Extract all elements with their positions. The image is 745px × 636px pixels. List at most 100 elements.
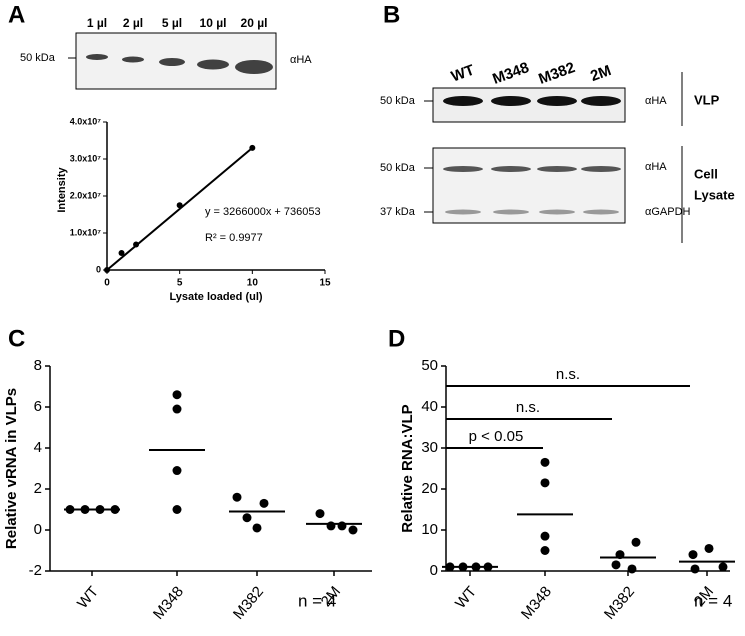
band bbox=[581, 96, 621, 106]
band bbox=[583, 209, 619, 215]
point bbox=[172, 466, 182, 476]
point bbox=[337, 521, 347, 531]
y-tick-label: 1.0x10⁷ bbox=[70, 227, 102, 237]
annotation: n = 4 bbox=[694, 591, 732, 610]
band bbox=[491, 96, 531, 106]
y-axis-label: Relative RNA:VLP bbox=[399, 404, 416, 532]
band bbox=[122, 56, 144, 63]
annotation: n.s. bbox=[516, 399, 540, 416]
point bbox=[118, 249, 125, 256]
y-tick-label: 0 bbox=[430, 562, 438, 579]
annotation: R² = 0.9977 bbox=[205, 232, 263, 244]
y-tick-label: 30 bbox=[421, 439, 438, 456]
point bbox=[631, 537, 641, 547]
y-tick-label: 4 bbox=[34, 439, 42, 456]
point bbox=[242, 513, 252, 523]
y-tick-label: 3.0x10⁷ bbox=[70, 153, 102, 163]
panel-letter: C bbox=[8, 325, 25, 352]
lane-label: WT bbox=[449, 62, 477, 86]
point bbox=[104, 267, 110, 273]
point bbox=[249, 144, 256, 151]
annotation: y = 3266000x + 736053 bbox=[205, 206, 321, 218]
x-tick-label: M348 bbox=[518, 583, 555, 623]
lane-label: 5 µl bbox=[162, 16, 182, 30]
x-tick-label: WT bbox=[74, 583, 102, 612]
y-tick-label: 6 bbox=[34, 398, 42, 415]
blot-title: Cell bbox=[694, 166, 718, 181]
band bbox=[581, 166, 621, 172]
point bbox=[540, 546, 550, 555]
y-tick-label: 2.0x10⁷ bbox=[70, 190, 102, 200]
marker-label: 50 kDa bbox=[380, 95, 416, 107]
blot-title: Lysate bbox=[694, 187, 735, 202]
point bbox=[688, 550, 698, 560]
point bbox=[540, 457, 550, 467]
point bbox=[627, 564, 637, 574]
x-tick-label: 0 bbox=[104, 278, 110, 289]
x-tick-label: 15 bbox=[319, 278, 331, 289]
point bbox=[718, 562, 728, 572]
band bbox=[491, 166, 531, 172]
antibody-label: αGAPDH bbox=[645, 206, 691, 218]
blot-title: VLP bbox=[694, 92, 720, 107]
x-axis-label: Lysate loaded (ul) bbox=[169, 291, 262, 303]
band bbox=[443, 166, 483, 172]
panel-letter: D bbox=[388, 325, 405, 352]
y-tick-label: -2 bbox=[29, 562, 42, 579]
marker-label: 37 kDa bbox=[380, 206, 416, 218]
marker-label: 50 kDa bbox=[20, 52, 56, 64]
y-tick-label: 10 bbox=[421, 521, 438, 538]
y-tick-label: 4.0x10⁷ bbox=[70, 116, 102, 126]
lane-label: M382 bbox=[536, 59, 577, 88]
y-tick-label: 20 bbox=[421, 480, 438, 497]
lane-label: 2 µl bbox=[123, 16, 143, 30]
point bbox=[259, 498, 269, 508]
y-axis-label: Intensity bbox=[56, 167, 68, 213]
band bbox=[539, 209, 575, 215]
point bbox=[690, 564, 700, 574]
point bbox=[232, 492, 242, 502]
x-tick-label: M348 bbox=[150, 583, 187, 623]
band bbox=[493, 209, 529, 215]
x-tick-label: WT bbox=[452, 583, 480, 612]
antibody-label: αHA bbox=[645, 161, 667, 173]
y-tick-label: 0 bbox=[34, 521, 42, 538]
point bbox=[172, 505, 182, 514]
point bbox=[540, 478, 550, 488]
antibody-label: αHA bbox=[290, 54, 312, 66]
point bbox=[133, 241, 140, 248]
panel-letter: B bbox=[383, 1, 400, 28]
marker-label: 50 kDa bbox=[380, 162, 416, 174]
band bbox=[86, 54, 108, 60]
band bbox=[235, 60, 273, 74]
lane-label: 2M bbox=[588, 62, 613, 85]
x-tick-label: 5 bbox=[177, 278, 183, 289]
x-tick-label: M382 bbox=[230, 583, 267, 623]
point bbox=[172, 390, 182, 400]
y-tick-label: 50 bbox=[421, 357, 438, 374]
band bbox=[445, 209, 481, 215]
antibody-label: αHA bbox=[645, 95, 667, 107]
point bbox=[315, 509, 325, 519]
x-tick-label: 10 bbox=[247, 278, 259, 289]
point bbox=[611, 560, 621, 570]
band bbox=[537, 96, 577, 106]
y-tick-label: 0 bbox=[96, 264, 101, 274]
point bbox=[704, 543, 714, 553]
point bbox=[172, 404, 182, 414]
panel-letter: A bbox=[8, 1, 25, 28]
band bbox=[159, 58, 185, 66]
band bbox=[443, 96, 483, 106]
lane-label: 10 µl bbox=[200, 16, 227, 30]
point bbox=[176, 202, 183, 209]
annotation: n.s. bbox=[556, 366, 580, 383]
point bbox=[252, 523, 262, 533]
y-tick-label: 8 bbox=[34, 357, 42, 374]
y-axis-label: Relative vRNA in VLPs bbox=[3, 388, 20, 549]
band bbox=[537, 166, 577, 172]
point bbox=[540, 531, 550, 541]
annotation: n = 4 bbox=[298, 591, 336, 610]
point bbox=[348, 525, 358, 535]
lane-label: 20 µl bbox=[241, 16, 268, 30]
